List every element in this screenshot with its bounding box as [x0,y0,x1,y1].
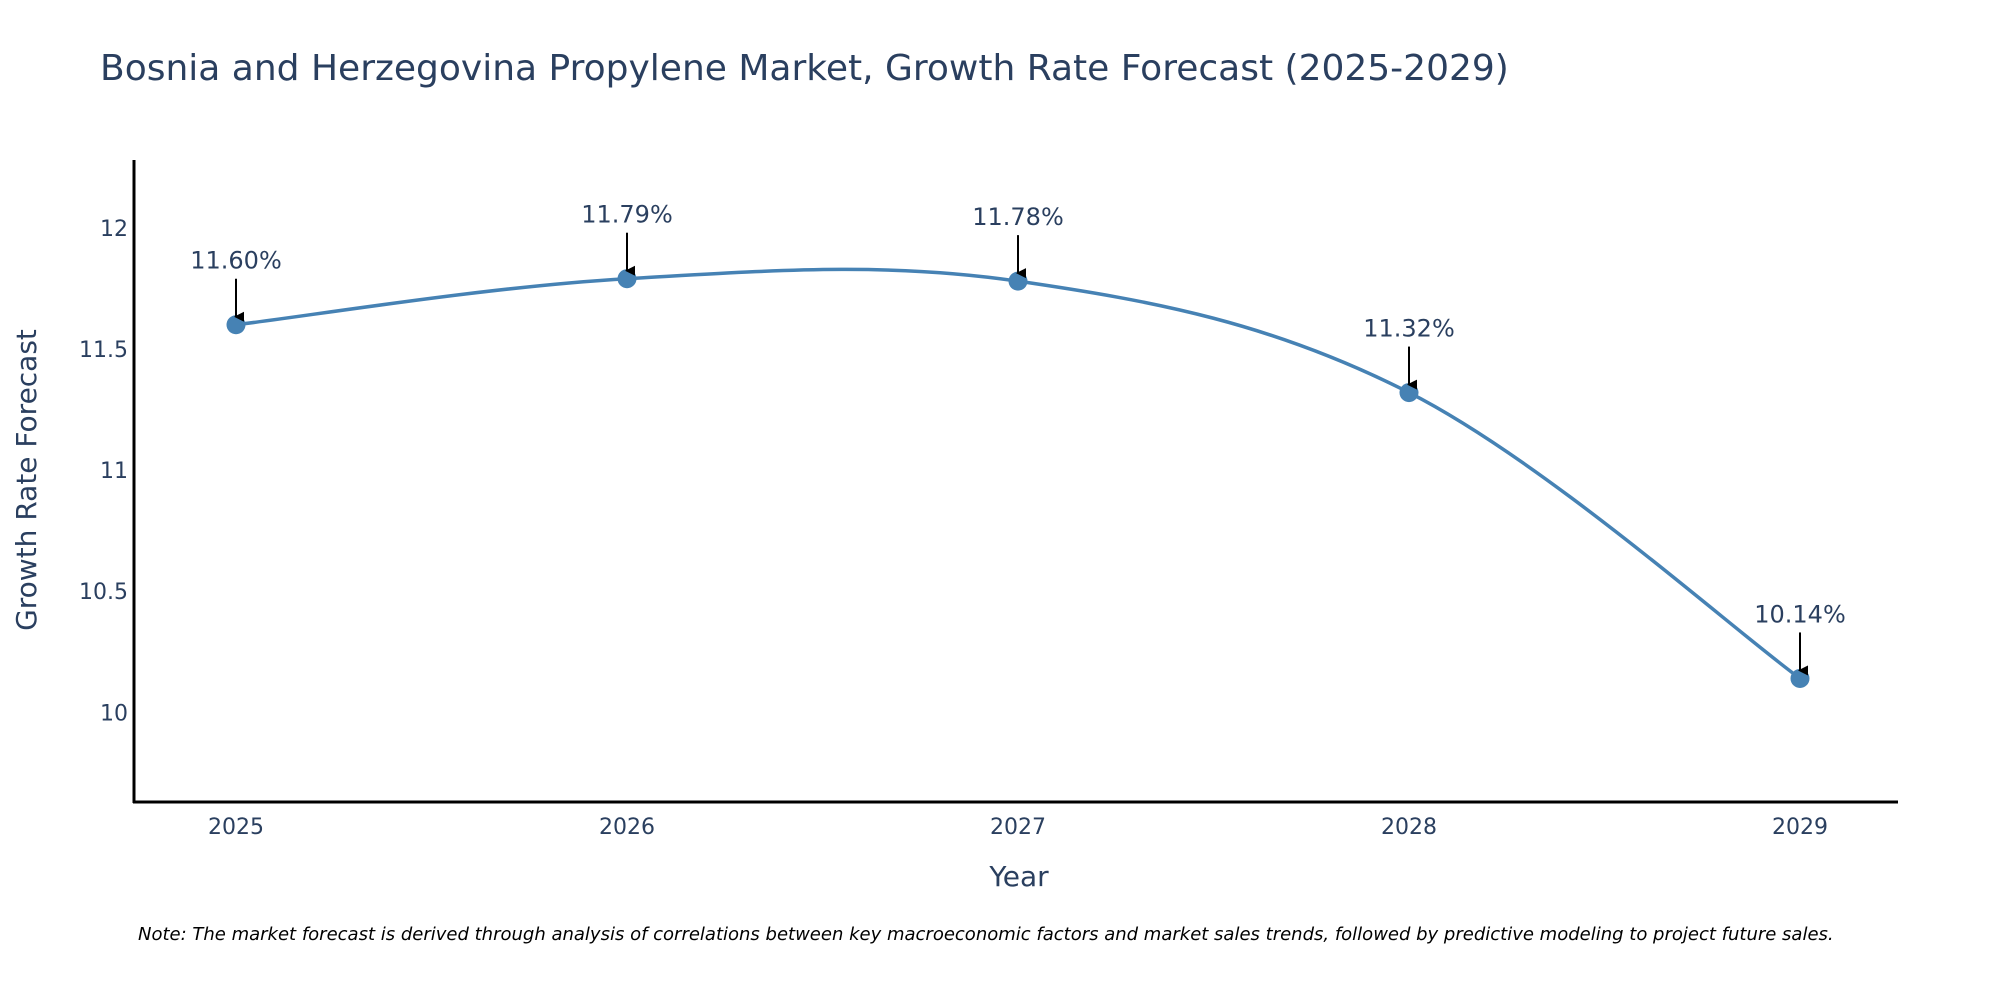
x-tick-label: 2026 [599,815,655,840]
y-tick-label: 11 [100,459,128,484]
data-point [1399,383,1419,403]
x-tick-label: 2028 [1381,815,1437,840]
y-tick-label: 11.5 [79,338,128,363]
data-point [617,269,637,289]
x-axis-title: Year [988,860,1049,893]
x-tick-label: 2027 [990,815,1046,840]
series-line [235,267,1802,680]
data-point [1790,668,1810,688]
data-label: 11.78% [972,203,1064,231]
data-label: 11.60% [190,247,282,275]
y-tick-label: 10 [100,701,128,726]
footnote: Note: The market forecast is derived thr… [138,924,1834,945]
data-label: 11.32% [1363,315,1455,343]
x-tick-label: 2029 [1772,815,1828,840]
y-axis-title: Growth Rate Forecast [10,329,43,631]
y-tick-label: 10.5 [79,580,128,605]
data-point [1008,271,1028,291]
data-label: 11.79% [581,201,673,229]
data-point [226,315,246,335]
data-label: 10.14% [1754,600,1846,628]
x-tick-label: 2025 [208,815,264,840]
chart-title: Bosnia and Herzegovina Propylene Market,… [100,48,1509,89]
y-tick-label: 12 [100,217,128,242]
